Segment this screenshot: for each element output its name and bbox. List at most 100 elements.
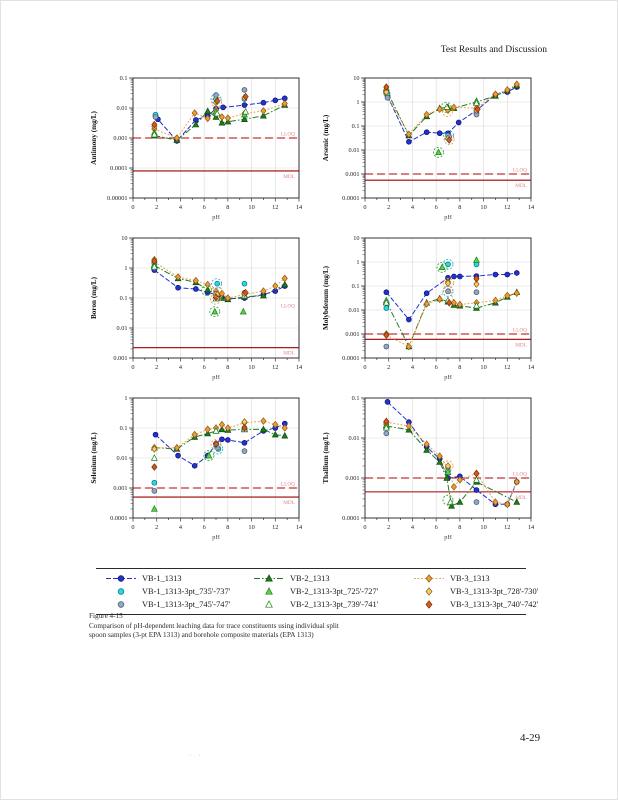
outlier-circle-annotation [209,293,221,305]
series-vb2a [382,421,452,475]
mdl-label: MDL [283,500,295,506]
outlier-circle-annotation [442,258,454,270]
legend-item: VB-3_1313-3pt_740'-742' [404,598,538,610]
series-line-vb3 [386,280,517,348]
y-axis-title: Selenium (mg/L) [90,432,98,484]
lloq-label: LLOQ [513,168,527,174]
outlier-circle-annotation [441,106,453,118]
mdl-label: MDL [283,351,295,357]
legend-item: VB-3_1313 [404,572,526,584]
outlier-circle-annotation [203,450,215,462]
outlier-circle-annotation [212,287,224,299]
svg-text:14: 14 [528,364,535,371]
series-vb3b [383,274,480,339]
outlier-circle-annotation [211,278,223,290]
svg-text:0.1: 0.1 [352,395,360,402]
y-axis-title: Antimony (mg/L) [90,111,98,165]
series-line-vb1 [385,272,517,321]
svg-text:0.001: 0.001 [113,135,127,142]
svg-text:1: 1 [356,259,359,266]
outlier-circle-annotation [443,130,455,142]
series-vb1b [151,265,248,297]
series-vb2b [382,86,480,110]
svg-text:0.1: 0.1 [120,425,128,432]
series-line-vb3 [154,103,285,139]
svg-text:0.001: 0.001 [345,331,359,338]
svg-text:1: 1 [124,395,127,402]
svg-text:0.1: 0.1 [120,75,128,82]
series-vb2a [150,260,247,315]
svg-text:0.0001: 0.0001 [342,195,359,202]
svg-text:0: 0 [363,204,366,211]
series-vb3 [383,418,520,509]
series-vb2a [150,107,248,136]
series-vb2a [382,84,480,156]
series-line-vb1 [387,86,518,143]
svg-text:0.01: 0.01 [116,325,127,332]
svg-text:4: 4 [179,204,183,211]
y-axis-title: Arsenic (mg/L) [322,114,330,161]
y-axis-title: Molybdenum (mg/L) [322,265,330,330]
legend-label: VB-2_1313-3pt_739'-741' [290,599,379,609]
svg-text:8: 8 [226,524,229,531]
legend-item: VB-2_1313 [244,572,404,584]
series-vb1a [151,260,248,287]
legend-label: VB-3_1313 [450,573,490,583]
series-vb1b [383,288,480,350]
outlier-circle-annotation [212,443,224,455]
y-axis-title: Boron (mg/L) [90,276,98,319]
series-vb2b [382,423,480,505]
series-vb2a [382,256,480,304]
legend-item: VB-3_1313-3pt_728'-730' [404,585,538,597]
svg-text:6: 6 [435,364,438,371]
x-axis-title: pH [444,214,452,221]
svg-text:0.0001: 0.0001 [110,515,127,522]
svg-text:2: 2 [155,204,158,211]
series-line-vb2 [154,265,286,300]
series-vb3a [383,88,480,143]
lloq-label: LLOQ [513,328,527,334]
svg-text:2: 2 [387,364,390,371]
lloq-label: LLOQ [281,482,295,488]
legend-label: VB-1_1313-3pt_735'-737' [142,586,231,596]
legend-item: VB-1_1313 [96,572,244,584]
svg-text:0: 0 [363,524,366,531]
svg-text:14: 14 [528,524,535,531]
svg-text:10: 10 [353,235,359,242]
chart-svg-molybdenum: 10 1 0.1 0.01 0.001 0.0001 0 2 4 6 8 10 12 14 pH LLOQ MD… [322,235,535,381]
svg-text:14: 14 [296,524,303,531]
lloq-label: LLOQ [281,303,295,309]
svg-text:12: 12 [504,524,510,531]
outlier-circle-annotation [442,285,454,297]
page-number: 4-29 [520,732,541,744]
series-vb1b [151,444,248,494]
series-vb1 [384,399,520,508]
svg-text:0.1: 0.1 [352,283,360,290]
legend-label: VB-1_1313 [142,573,182,583]
mdl-label: MDL [515,495,527,501]
svg-text:12: 12 [504,204,510,211]
svg-text:10: 10 [248,524,254,531]
svg-text:0.1: 0.1 [352,123,360,130]
legend-label: VB-2_1313 [290,573,330,583]
svg-text:0.01: 0.01 [116,455,127,462]
series-vb3b [383,83,481,144]
svg-text:12: 12 [272,524,278,531]
legend-item: VB-1_1313-3pt_735'-737' [96,585,244,597]
svg-text:4: 4 [411,524,415,531]
svg-text:10: 10 [248,364,254,371]
svg-text:12: 12 [272,364,278,371]
svg-text:8: 8 [458,364,461,371]
series-vb3b [151,257,249,302]
svg-text:12: 12 [504,364,510,371]
svg-text:0.01: 0.01 [348,147,359,154]
svg-text:0.001: 0.001 [345,171,359,178]
svg-text:14: 14 [528,204,535,211]
lloq-label: LLOQ [513,472,527,478]
outlier-circle-annotation [440,101,452,113]
outlier-circle-annotation [443,277,455,289]
figure-caption: Figure 4-15 Comparison of pH-dependent l… [89,612,449,641]
legend-label: VB-1_1313-3pt_745'-747' [142,599,231,609]
series-vb2 [382,288,521,350]
